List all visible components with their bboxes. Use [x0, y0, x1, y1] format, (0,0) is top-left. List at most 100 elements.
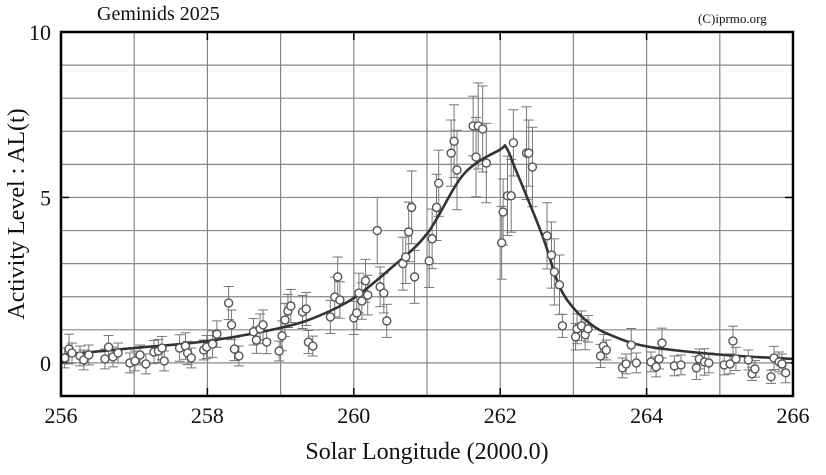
- data-point: [743, 355, 754, 365]
- data-points: [59, 121, 791, 382]
- chart-title: Geminids 2025: [97, 3, 220, 25]
- data-point: [234, 351, 244, 361]
- data-point: [325, 312, 336, 322]
- data-point: [626, 340, 636, 350]
- data-point: [186, 353, 196, 363]
- data-point: [141, 359, 151, 369]
- y-tick-label: 10: [29, 20, 51, 45]
- data-point: [570, 332, 581, 342]
- data-point: [280, 315, 290, 325]
- data-point: [631, 358, 642, 368]
- data-point: [406, 202, 417, 213]
- grid: [60, 31, 794, 396]
- data-point: [354, 288, 364, 298]
- data-point: [352, 308, 362, 318]
- data-point: [274, 346, 284, 356]
- data-point: [301, 304, 311, 314]
- data-point: [691, 363, 702, 373]
- credit-text: (C)iprmo.org: [698, 11, 767, 26]
- data-point: [477, 124, 488, 134]
- x-tick-label: 266: [777, 403, 810, 428]
- data-point: [728, 336, 738, 346]
- data-point: [357, 296, 367, 306]
- data-point: [84, 350, 94, 360]
- y-tick-labels: 0 5 10: [29, 20, 51, 376]
- data-point: [481, 158, 491, 168]
- x-tick-label: 262: [484, 403, 517, 428]
- fit-curve: [60, 144, 794, 361]
- data-point: [404, 227, 414, 237]
- data-point: [725, 359, 735, 369]
- data-point: [286, 301, 296, 311]
- data-point: [731, 354, 741, 364]
- data-point: [207, 339, 218, 349]
- data-point: [766, 372, 776, 382]
- data-point: [258, 320, 268, 330]
- data-point: [601, 345, 612, 355]
- data-point: [777, 359, 787, 369]
- data-point: [704, 358, 714, 368]
- data-point: [595, 351, 606, 361]
- data-point: [113, 348, 123, 358]
- x-tick-label: 264: [630, 403, 663, 428]
- data-point: [508, 138, 519, 148]
- data-point: [524, 148, 534, 158]
- data-point: [546, 250, 557, 260]
- y-axis-label: Activity Level : AL(t): [4, 108, 30, 319]
- data-point: [452, 165, 462, 175]
- x-axis-label: Solar Longitude (2000.0): [305, 439, 548, 465]
- data-point: [657, 338, 667, 348]
- data-point: [431, 202, 442, 213]
- data-point: [583, 324, 593, 334]
- data-point: [251, 335, 262, 345]
- data-point: [223, 298, 234, 308]
- data-point: [335, 295, 345, 305]
- data-point: [676, 360, 686, 370]
- data-point: [654, 354, 664, 364]
- data-point: [427, 234, 437, 244]
- data-point: [434, 178, 444, 188]
- data-point: [409, 272, 420, 282]
- data-point: [401, 252, 411, 262]
- data-point: [100, 354, 110, 364]
- data-point: [621, 359, 631, 369]
- x-tick-labels: 256 258 260 262 264 266: [45, 403, 810, 428]
- data-point: [557, 321, 568, 331]
- y-tick-label: 0: [40, 351, 51, 376]
- data-point: [308, 341, 318, 351]
- x-tick-label: 260: [337, 403, 370, 428]
- data-point: [159, 356, 169, 366]
- data-point: [471, 152, 481, 162]
- plot-frame: [59, 30, 795, 398]
- data-point: [229, 344, 240, 354]
- data-point: [506, 191, 516, 201]
- data-point: [651, 362, 661, 372]
- data-point: [379, 288, 389, 298]
- error-bars: [59, 82, 791, 384]
- data-point: [498, 207, 508, 217]
- data-point: [360, 276, 371, 286]
- data-point: [750, 364, 760, 374]
- data-point: [382, 316, 392, 326]
- data-point: [135, 350, 145, 360]
- data-point: [212, 329, 222, 339]
- data-point: [67, 348, 77, 358]
- data-point: [103, 342, 114, 352]
- data-point: [157, 343, 167, 353]
- data-point: [363, 290, 373, 300]
- data-point: [277, 331, 287, 341]
- data-point: [527, 162, 538, 172]
- data-point: [496, 238, 507, 248]
- data-point: [130, 356, 140, 366]
- x-tick-label: 258: [191, 403, 224, 428]
- data-point: [332, 272, 343, 282]
- x-tick-label: 256: [45, 403, 78, 428]
- data-point: [424, 256, 434, 266]
- data-point: [542, 231, 552, 241]
- data-point: [449, 136, 459, 146]
- y-tick-label: 5: [40, 185, 51, 210]
- data-point: [549, 267, 560, 277]
- data-point: [780, 368, 791, 378]
- data-point: [261, 337, 272, 347]
